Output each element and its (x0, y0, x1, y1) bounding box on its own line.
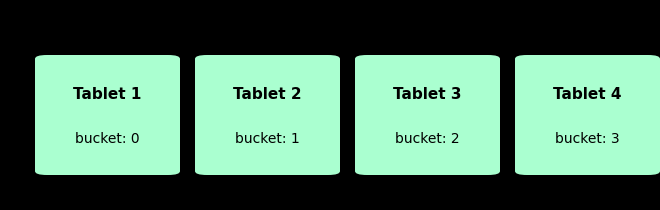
FancyBboxPatch shape (515, 55, 660, 175)
Text: Tablet 2: Tablet 2 (233, 87, 302, 102)
FancyBboxPatch shape (195, 55, 340, 175)
FancyBboxPatch shape (35, 55, 180, 175)
Text: bucket: 3: bucket: 3 (555, 132, 620, 146)
Text: bucket: 2: bucket: 2 (395, 132, 460, 146)
Text: bucket: 1: bucket: 1 (235, 132, 300, 146)
Text: Tablet 1: Tablet 1 (73, 87, 142, 102)
Text: Tablet 3: Tablet 3 (393, 87, 462, 102)
Text: bucket: 0: bucket: 0 (75, 132, 140, 146)
FancyBboxPatch shape (355, 55, 500, 175)
Text: Tablet 4: Tablet 4 (553, 87, 622, 102)
